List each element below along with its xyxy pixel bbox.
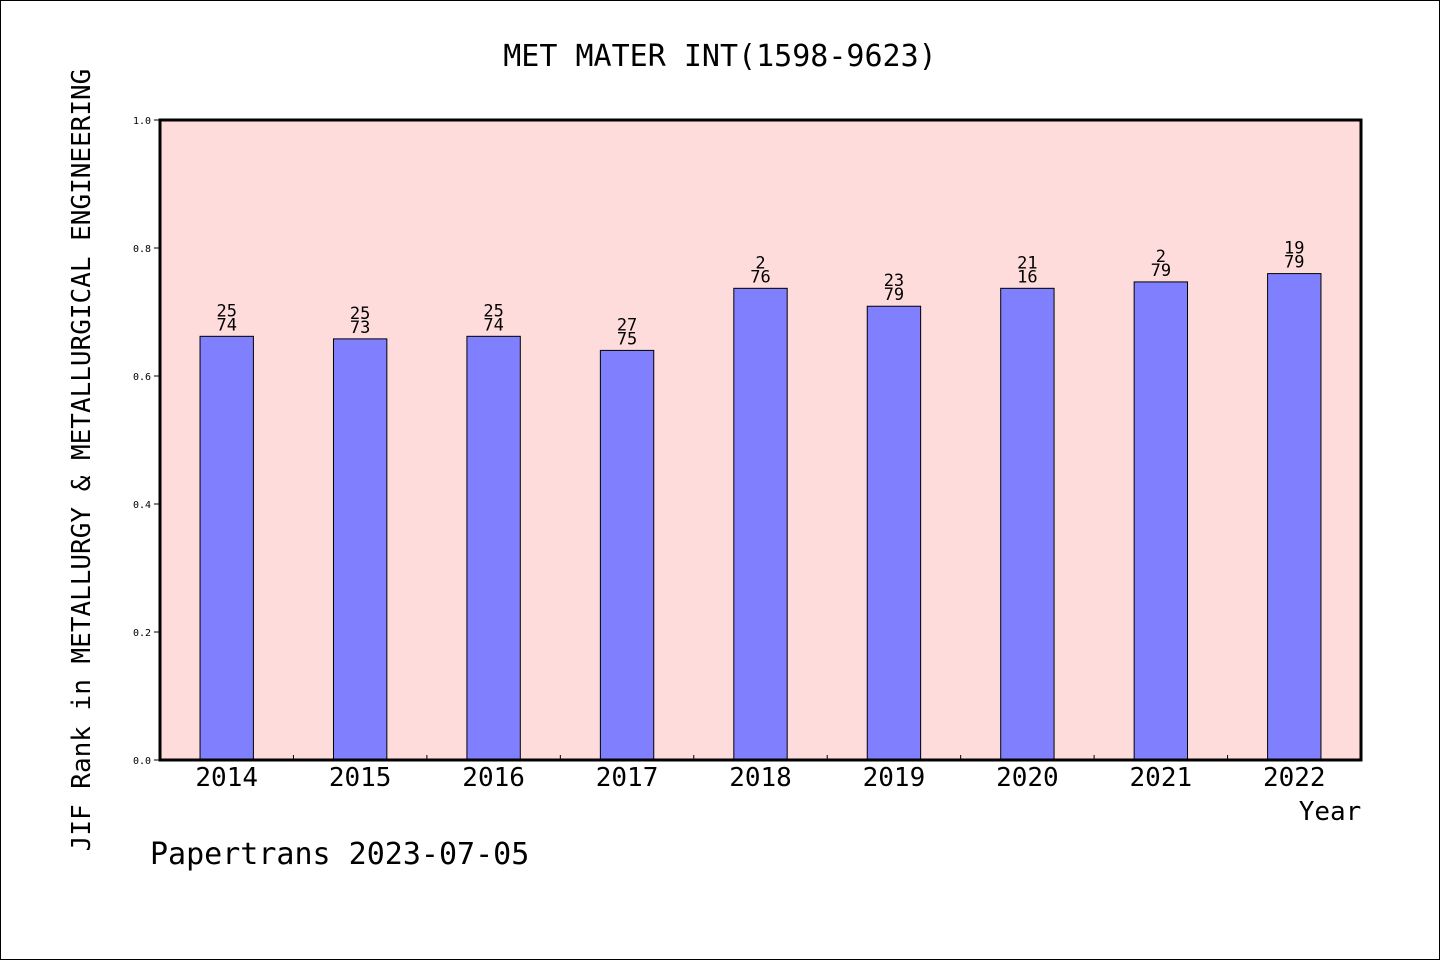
x-tick-label-2019: 2019 bbox=[863, 763, 926, 793]
bar-label-top-2021: 2 bbox=[1156, 247, 1166, 267]
bar-2018 bbox=[733, 287, 788, 761]
bar-label-bottom-2019: 79 bbox=[884, 285, 904, 305]
bar-label-bottom-2014: 74 bbox=[216, 315, 236, 335]
bar-label-top-2020: 21 bbox=[1017, 253, 1037, 273]
bar-label-bottom-2017: 75 bbox=[617, 329, 637, 349]
bar-label-top-2019: 23 bbox=[884, 271, 904, 291]
y-tick-label-0: 0.0 bbox=[133, 756, 151, 767]
plot-border bbox=[158, 118, 1363, 762]
footer-text: Papertrans 2023-07-05 bbox=[150, 837, 529, 872]
bar-label-bottom-2021: 79 bbox=[1151, 261, 1171, 281]
bar-label-bottom-2018: 76 bbox=[750, 267, 770, 287]
bar-label-bottom-2016: 74 bbox=[483, 315, 503, 335]
bar-2019 bbox=[866, 305, 922, 761]
bar-2021 bbox=[1133, 281, 1189, 761]
x-tick-label-2014: 2014 bbox=[195, 763, 258, 793]
bar-label-bottom-2020: 16 bbox=[1017, 267, 1037, 287]
x-tick-label-2015: 2015 bbox=[329, 763, 392, 793]
y-tick-label-2: 0.4 bbox=[133, 500, 151, 511]
y-tick-label-5: 1.0 bbox=[133, 116, 151, 127]
bar-label-top-2015: 25 bbox=[350, 304, 370, 324]
x-tick-label-2020: 2020 bbox=[996, 763, 1059, 793]
bar-label-bottom-2015: 73 bbox=[350, 318, 370, 338]
bar-2017 bbox=[599, 349, 655, 761]
y-tick-label-4: 0.8 bbox=[133, 244, 151, 255]
x-axis: 2014 2015 2016 2017 2018 2019 2020 2021 2022 bbox=[195, 755, 1326, 793]
chart-title: MET MATER INT(1598-9623) bbox=[503, 39, 936, 74]
bar-2015 bbox=[332, 338, 388, 761]
y-tick-label-3: 0.6 bbox=[133, 372, 151, 383]
x-tick-label-2021: 2021 bbox=[1130, 763, 1193, 793]
bar-2022 bbox=[1267, 273, 1322, 761]
x-tick-label-2017: 2017 bbox=[596, 763, 659, 793]
bar-label-bottom-2022: 79 bbox=[1284, 253, 1304, 273]
bar-label-top-2017: 27 bbox=[617, 315, 637, 335]
y-axis-label: JIF Rank in METALLURGY & METALLURGICAL E… bbox=[67, 69, 97, 852]
y-tick-label-1: 0.2 bbox=[133, 628, 151, 639]
bar-2014 bbox=[199, 335, 254, 761]
x-axis-label: Year bbox=[1299, 797, 1362, 827]
bar-2016 bbox=[466, 335, 521, 761]
x-tick-label-2016: 2016 bbox=[462, 763, 525, 793]
bar-label-top-2022: 19 bbox=[1284, 239, 1304, 259]
bar-label-top-2016: 25 bbox=[483, 301, 503, 321]
x-tick-label-2022: 2022 bbox=[1263, 763, 1326, 793]
bar-label-top-2018: 2 bbox=[755, 253, 765, 273]
y-axis: 0.0 0.2 0.4 0.6 0.8 1.0 bbox=[133, 116, 160, 767]
x-tick-label-2018: 2018 bbox=[729, 763, 792, 793]
bar-label-top-2014: 25 bbox=[216, 301, 236, 321]
bar-2020 bbox=[1000, 287, 1055, 761]
